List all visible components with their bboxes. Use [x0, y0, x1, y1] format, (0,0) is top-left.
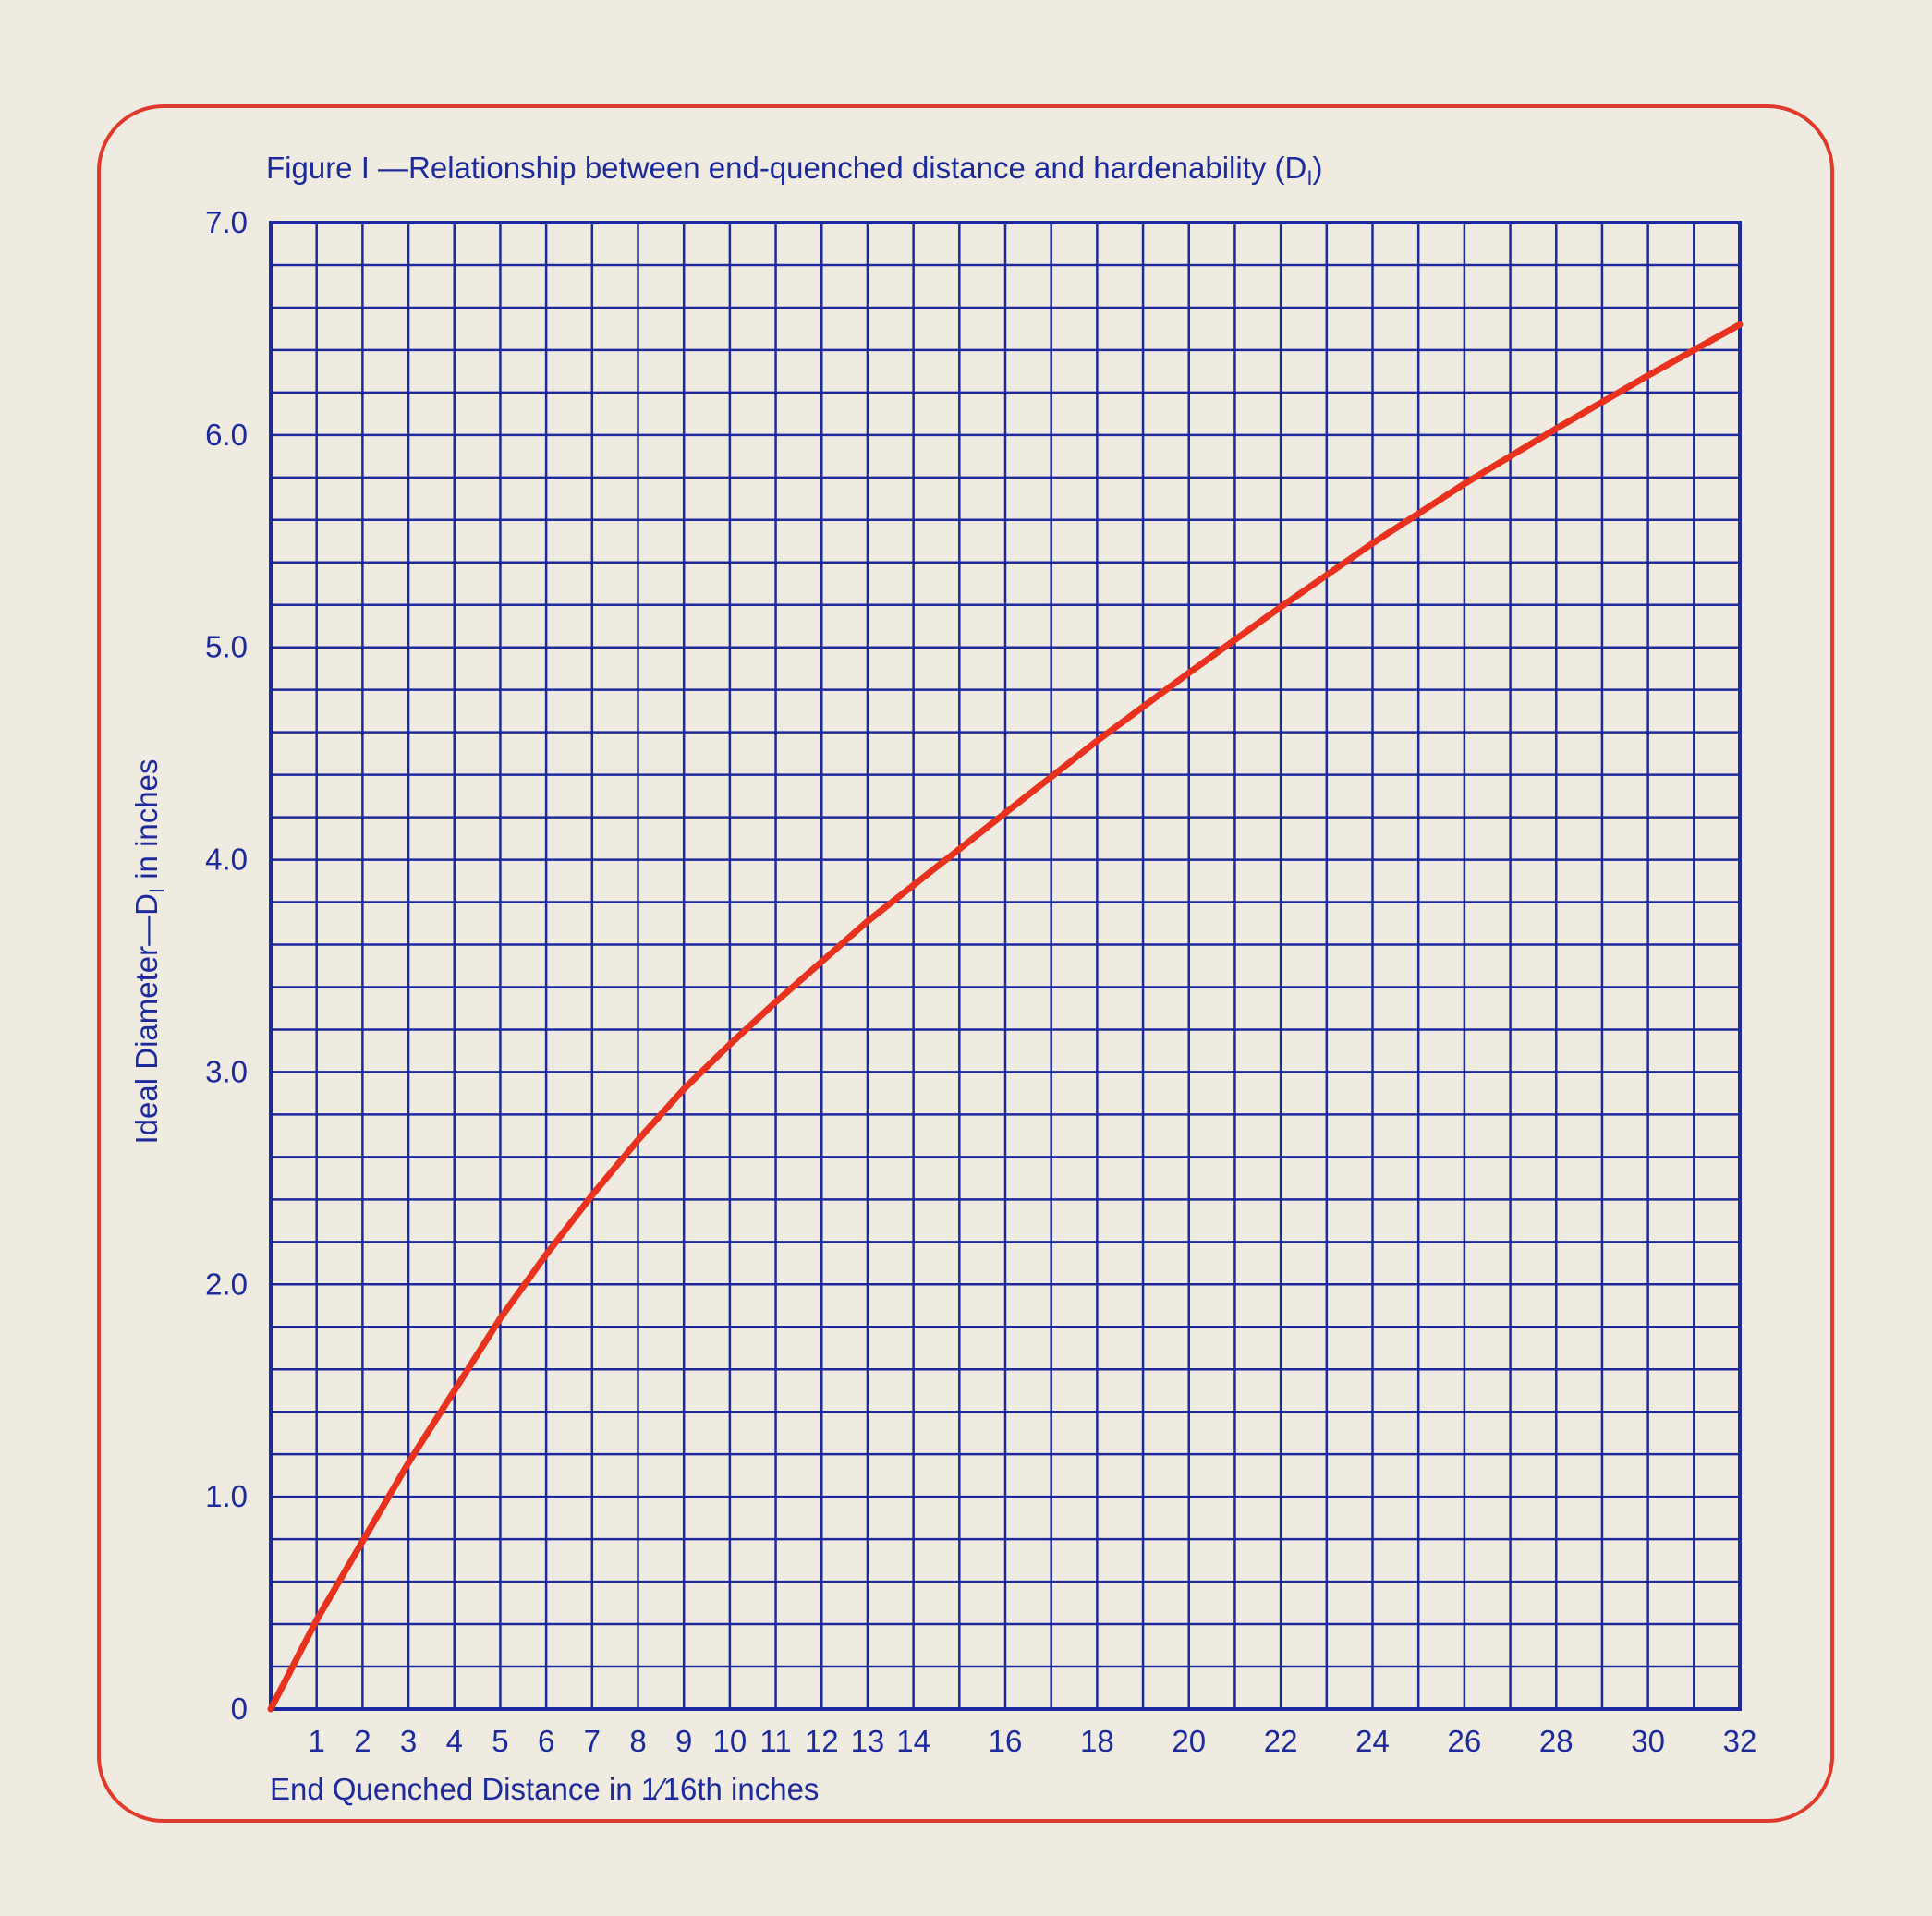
x-tick-label: 22 — [1264, 1724, 1298, 1758]
y-tick-label: 3.0 — [205, 1054, 248, 1088]
y-tick-label: 5.0 — [205, 630, 248, 664]
x-tick-label: 2 — [354, 1724, 371, 1758]
series — [267, 321, 1744, 1713]
x-tick-label: 5 — [492, 1724, 508, 1758]
x-tick-label: 26 — [1448, 1724, 1482, 1758]
x-tick-label: 32 — [1723, 1724, 1757, 1758]
x-tick-label: 7 — [584, 1724, 601, 1758]
x-tick-label: 18 — [1080, 1724, 1114, 1758]
y-tick-label: 1.0 — [205, 1479, 248, 1513]
y-tick-label: 7.0 — [205, 205, 248, 239]
y-axis-label: Ideal Diameter—DI in inches — [129, 759, 168, 1145]
x-tick-label: 4 — [446, 1724, 463, 1758]
x-tick-label: 30 — [1631, 1724, 1665, 1758]
tick-labels: 1 2 3 4 5 6 7 8 9 10 11 12 13 14 16 18 20 22 24 26 28 30 3201.… — [205, 205, 1756, 1758]
x-tick-label: 3 — [400, 1724, 417, 1758]
x-tick-label: 20 — [1172, 1724, 1206, 1758]
grid — [269, 221, 1742, 1711]
x-tick-label: 16 — [989, 1724, 1023, 1758]
y-tick-label: 0 — [231, 1692, 248, 1726]
x-tick-label: 1 — [309, 1724, 325, 1758]
x-tick-label: 12 — [805, 1724, 839, 1758]
y-tick-label: 4.0 — [205, 843, 248, 877]
x-tick-label: 13 — [851, 1724, 885, 1758]
chart-title: Figure I —Relationship between end-quenc… — [266, 151, 1323, 189]
x-tick-label: 14 — [896, 1724, 930, 1758]
y-tick-label: 6.0 — [205, 418, 248, 452]
x-axis-label: End Quenched Distance in 1⁄16th inches — [270, 1772, 819, 1806]
x-tick-label: 6 — [538, 1724, 554, 1758]
x-tick-label: 24 — [1355, 1724, 1390, 1758]
x-tick-label: 11 — [759, 1724, 791, 1758]
chart-frame — [97, 104, 1834, 1823]
x-tick-label: 8 — [629, 1724, 646, 1758]
plot-border — [269, 221, 1742, 1711]
x-tick-label: 10 — [713, 1724, 747, 1758]
y-tick-label: 2.0 — [205, 1267, 248, 1301]
x-tick-label: 9 — [675, 1724, 692, 1758]
x-tick-label: 28 — [1539, 1724, 1574, 1758]
series-line — [267, 321, 1744, 1713]
